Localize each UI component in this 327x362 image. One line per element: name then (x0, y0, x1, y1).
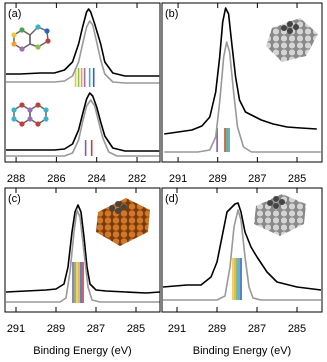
x-axis-label: Binding Energy (eV) (193, 345, 291, 357)
naphthalene-icon (11, 102, 49, 127)
surface-icon (266, 18, 318, 62)
spectrum-line (163, 209, 321, 301)
panel-label: (d) (165, 193, 178, 205)
spectrum-line (162, 202, 322, 291)
panel-frame (4, 2, 161, 163)
spectrum-line (6, 92, 160, 152)
x-tick-label: 289 (208, 323, 226, 335)
azulene-icon (11, 24, 51, 52)
spectrum-line (6, 99, 160, 157)
surface-icon (254, 194, 306, 236)
x-tick-label: 285 (288, 173, 306, 185)
panel-frame (161, 187, 323, 313)
x-tick-label: 288 (7, 173, 25, 185)
panel-label: (b) (165, 8, 178, 20)
spectrum-line (6, 20, 160, 84)
x-axis-label: Binding Energy (eV) (33, 345, 131, 357)
x-tick-label: 286 (47, 173, 65, 185)
panel-frame (161, 2, 323, 163)
x-tick-label: 291 (7, 323, 25, 335)
x-tick-label: 282 (128, 173, 146, 185)
x-tick-label: 289 (47, 323, 65, 335)
x-tick-label: 285 (127, 323, 145, 335)
x-tick-label: 291 (169, 173, 187, 185)
spectrum-line (6, 8, 160, 77)
x-tick-label: 285 (288, 323, 306, 335)
x-tick-label: 284 (88, 173, 106, 185)
spectrum-line (164, 41, 321, 153)
spectrum-line (6, 209, 160, 303)
x-tick-label: 287 (87, 323, 105, 335)
panel-label: (c) (8, 193, 21, 205)
spectrum-line (5, 204, 161, 294)
adsorbate-icon (109, 21, 299, 214)
x-tick-label: 289 (209, 173, 227, 185)
panel-label: (a) (8, 8, 21, 20)
x-tick-label: 291 (168, 323, 186, 335)
surface-icon (96, 198, 150, 246)
x-tick-label: 287 (248, 323, 266, 335)
x-tick-label: 287 (248, 173, 266, 185)
panel-frame (4, 187, 161, 313)
spectrum-line (164, 7, 317, 135)
